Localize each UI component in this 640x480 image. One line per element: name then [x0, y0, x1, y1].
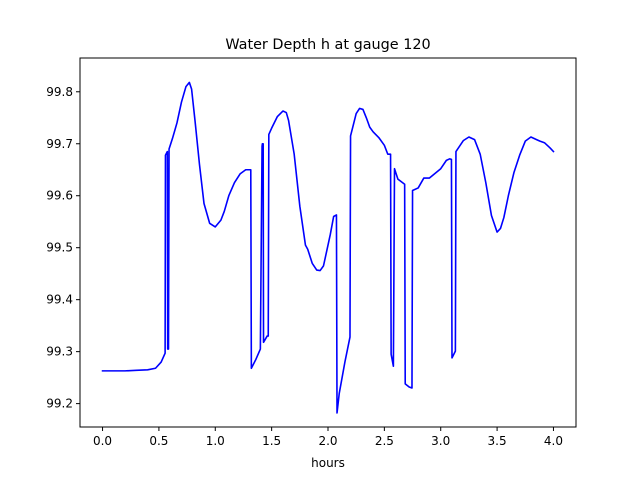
y-tick-label: 99.6	[46, 189, 73, 203]
y-tick-label: 99.8	[46, 85, 73, 99]
x-tick-label: 2.5	[375, 434, 394, 448]
x-tick-label: 1.0	[206, 434, 225, 448]
x-tick-label: 0.5	[149, 434, 168, 448]
x-tick-label: 3.0	[431, 434, 450, 448]
x-tick-label: 3.5	[488, 434, 507, 448]
y-tick-label: 99.2	[46, 397, 73, 411]
chart-title: Water Depth h at gauge 120	[225, 37, 430, 53]
x-tick-label: 1.5	[262, 434, 281, 448]
y-axis-ticks: 99.2 99.3 99.4 99.5 99.6 99.7 99.8	[46, 85, 80, 411]
x-tick-label: 2.0	[318, 434, 337, 448]
y-tick-label: 99.7	[46, 137, 73, 151]
x-axis-label: hours	[311, 456, 345, 470]
x-tick-label: 4.0	[544, 434, 563, 448]
x-axis-ticks: 0.0 0.5 1.0 1.5 2.0 2.5 3.0 3.5 4.0	[93, 427, 563, 448]
y-tick-label: 99.5	[46, 241, 73, 255]
series-layer	[101, 81, 555, 414]
y-tick-label: 99.4	[46, 293, 73, 307]
axes-frame	[79, 57, 577, 428]
series-line	[101, 81, 555, 414]
x-tick-label: 0.0	[93, 434, 112, 448]
y-tick-label: 99.3	[46, 345, 73, 359]
